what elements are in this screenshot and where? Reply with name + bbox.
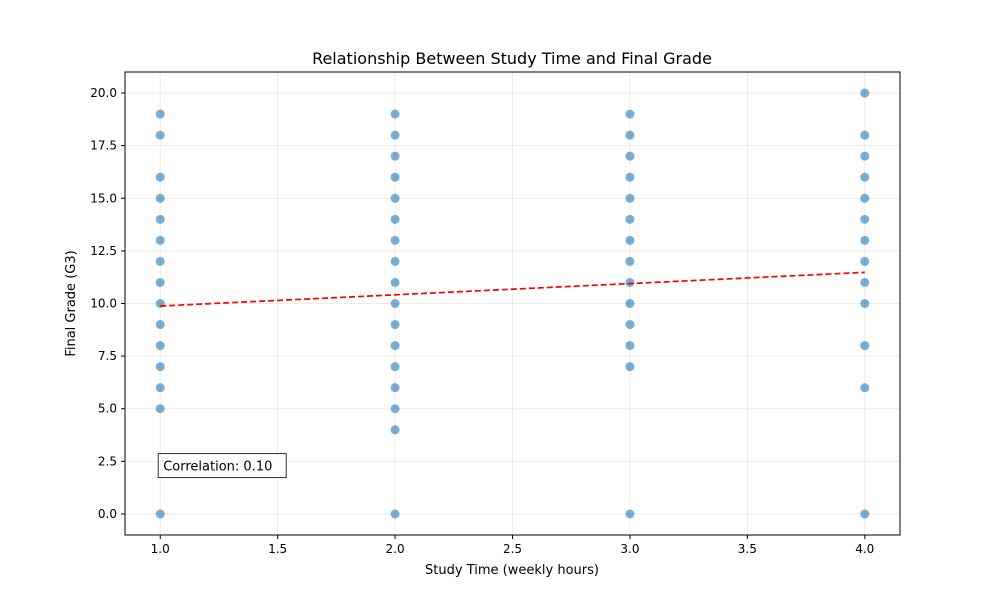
y-tick-label: 7.5 bbox=[98, 349, 117, 363]
data-point bbox=[155, 256, 165, 266]
data-point bbox=[155, 193, 165, 203]
data-point bbox=[390, 235, 400, 245]
data-point bbox=[390, 320, 400, 330]
data-point bbox=[625, 299, 635, 308]
x-tick-label: 4.0 bbox=[855, 542, 874, 556]
data-point bbox=[625, 277, 635, 287]
data-point bbox=[390, 277, 400, 287]
data-point bbox=[860, 277, 870, 287]
y-tick-label: 10.0 bbox=[90, 297, 117, 311]
y-tick-label: 17.5 bbox=[90, 139, 117, 153]
data-point bbox=[155, 320, 165, 330]
data-point bbox=[390, 362, 400, 372]
data-point bbox=[860, 299, 870, 308]
data-point bbox=[155, 383, 165, 393]
data-point bbox=[155, 109, 165, 119]
data-point bbox=[155, 277, 165, 287]
x-tick-label: 1.5 bbox=[268, 542, 287, 556]
data-point bbox=[390, 404, 400, 414]
data-point bbox=[390, 172, 400, 182]
x-tick-label: 2.0 bbox=[386, 542, 405, 556]
axis-ticks: 1.0 1.5 2.0 2.5 3.0 3.5 4.0 0.0 2.5 5.0 7.5 10.0 12.… bbox=[90, 86, 874, 556]
data-point bbox=[625, 109, 635, 119]
data-point bbox=[390, 341, 400, 351]
data-point bbox=[625, 130, 635, 140]
data-point bbox=[155, 404, 165, 414]
data-point bbox=[155, 235, 165, 245]
data-point bbox=[625, 320, 635, 330]
y-axis-label: Final Grade (G3) bbox=[64, 250, 79, 356]
data-point bbox=[390, 383, 400, 393]
x-tick-label: 2.5 bbox=[503, 542, 522, 556]
x-tick-label: 1.0 bbox=[151, 542, 170, 556]
y-tick-label: 0.0 bbox=[98, 507, 117, 521]
correlation-label: Correlation: 0.10 bbox=[163, 460, 272, 475]
trend-line-group bbox=[160, 271, 865, 307]
data-point bbox=[625, 214, 635, 224]
data-point bbox=[155, 172, 165, 182]
correlation-box bbox=[157, 453, 287, 479]
data-point bbox=[860, 256, 870, 266]
data-point bbox=[860, 235, 870, 245]
data-point bbox=[155, 130, 165, 140]
data-point bbox=[390, 193, 400, 203]
data-point bbox=[155, 214, 165, 224]
y-tick-label: 20.0 bbox=[90, 86, 117, 100]
grid bbox=[125, 72, 900, 535]
data-point bbox=[860, 341, 870, 351]
data-point bbox=[390, 151, 400, 161]
y-tick-label: 5.0 bbox=[98, 402, 117, 416]
data-point bbox=[390, 509, 400, 519]
data-point bbox=[625, 256, 635, 266]
y-tick-label: 15.0 bbox=[90, 191, 117, 205]
data-point bbox=[155, 362, 165, 372]
data-point bbox=[860, 172, 870, 182]
data-point bbox=[390, 425, 400, 435]
data-point bbox=[860, 88, 870, 98]
data-point bbox=[625, 151, 635, 161]
data-point bbox=[625, 172, 635, 182]
data-point bbox=[860, 509, 870, 519]
data-point bbox=[390, 214, 400, 224]
x-tick-label: 3.0 bbox=[620, 542, 639, 556]
data-point bbox=[390, 299, 400, 308]
data-point bbox=[860, 193, 870, 203]
data-point bbox=[155, 341, 165, 351]
trend-line bbox=[160, 271, 865, 307]
data-point bbox=[860, 151, 870, 161]
data-points bbox=[155, 88, 870, 519]
data-point bbox=[625, 509, 635, 519]
data-point bbox=[860, 214, 870, 224]
data-point bbox=[390, 130, 400, 140]
data-point bbox=[860, 130, 870, 140]
data-point bbox=[625, 193, 635, 203]
y-tick-label: 12.5 bbox=[90, 244, 117, 258]
annotations: Correlation: 0.10 bbox=[157, 453, 287, 479]
data-point bbox=[625, 362, 635, 372]
chart-title: Relationship Between Study Time and Fina… bbox=[312, 49, 712, 68]
y-tick-label: 2.5 bbox=[98, 454, 117, 468]
data-point bbox=[625, 341, 635, 351]
data-point bbox=[390, 256, 400, 266]
data-point bbox=[390, 109, 400, 119]
data-point bbox=[625, 235, 635, 245]
data-point bbox=[860, 383, 870, 393]
x-tick-label: 3.5 bbox=[738, 542, 757, 556]
data-point bbox=[155, 509, 165, 519]
x-axis-label: Study Time (weekly hours) bbox=[425, 563, 599, 578]
